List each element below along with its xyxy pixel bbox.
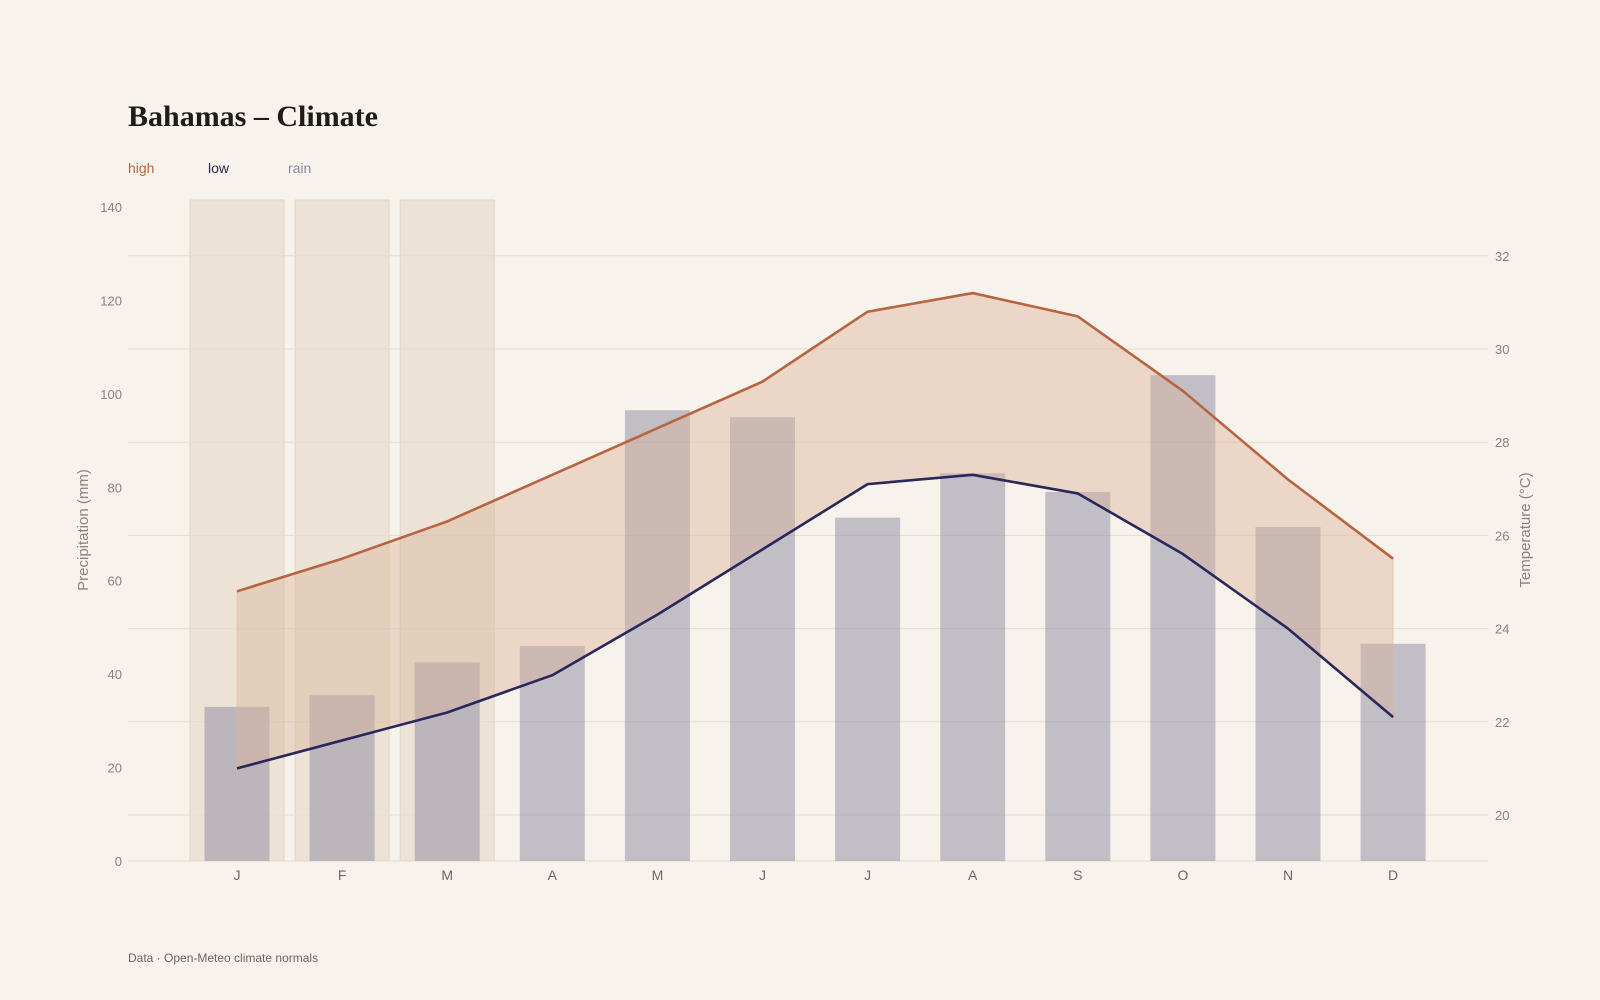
x-tick-label: D xyxy=(1388,867,1398,883)
rain-bar xyxy=(730,417,795,861)
y-tick-label: 80 xyxy=(108,480,122,495)
y-axis-title: Precipitation (mm) xyxy=(75,469,92,591)
x-tick-label: A xyxy=(968,867,978,883)
y2-tick-label: 20 xyxy=(1495,808,1509,823)
rain-bar xyxy=(414,662,480,861)
y-tick-label: 0 xyxy=(115,854,122,869)
y2-tick-label: 32 xyxy=(1495,249,1509,264)
low-temperature-line xyxy=(236,473,1394,770)
y-tick-label: 20 xyxy=(108,761,122,776)
data-source-note: Data · Open-Meteo climate normals xyxy=(128,951,319,965)
y2-tick-label: 26 xyxy=(1495,528,1509,543)
rain-bar xyxy=(835,517,901,861)
legend-rain: rain xyxy=(288,160,312,176)
y-tick-label: 40 xyxy=(108,667,122,682)
x-tick-label: J xyxy=(759,867,766,883)
y2-tick-label: 24 xyxy=(1495,622,1509,637)
x-tick-label: J xyxy=(234,867,241,883)
y-tick-label: 120 xyxy=(100,293,122,308)
rain-bar xyxy=(309,695,375,861)
y2-axis-title: Temperature (°C) xyxy=(1517,472,1534,587)
y2-tick-label: 30 xyxy=(1495,342,1509,357)
legend-low: low xyxy=(208,160,230,176)
rain-bar xyxy=(1045,491,1111,861)
y2-tick-label: 22 xyxy=(1495,715,1509,730)
y-tick-label: 140 xyxy=(100,200,122,215)
x-tick-label: N xyxy=(1283,867,1293,883)
x-tick-label: A xyxy=(548,867,558,883)
x-tick-label: M xyxy=(441,867,453,883)
x-tick-label: S xyxy=(1073,867,1082,883)
y2-tick-label: 28 xyxy=(1495,435,1509,450)
y-tick-label: 60 xyxy=(108,574,122,589)
rain-bar xyxy=(940,473,1006,861)
x-tick-label: F xyxy=(338,867,347,883)
rain-bar xyxy=(624,410,690,861)
chart-title: Bahamas – Climate xyxy=(128,100,378,133)
rain-bar xyxy=(1255,526,1321,861)
rain-bar xyxy=(1150,375,1216,861)
y-tick-label: 100 xyxy=(100,387,122,402)
x-tick-label: O xyxy=(1177,867,1188,883)
x-tick-label: M xyxy=(652,867,664,883)
high-temperature-line xyxy=(236,291,1394,593)
x-tick-label: J xyxy=(864,867,871,883)
legend-high: high xyxy=(128,160,155,176)
